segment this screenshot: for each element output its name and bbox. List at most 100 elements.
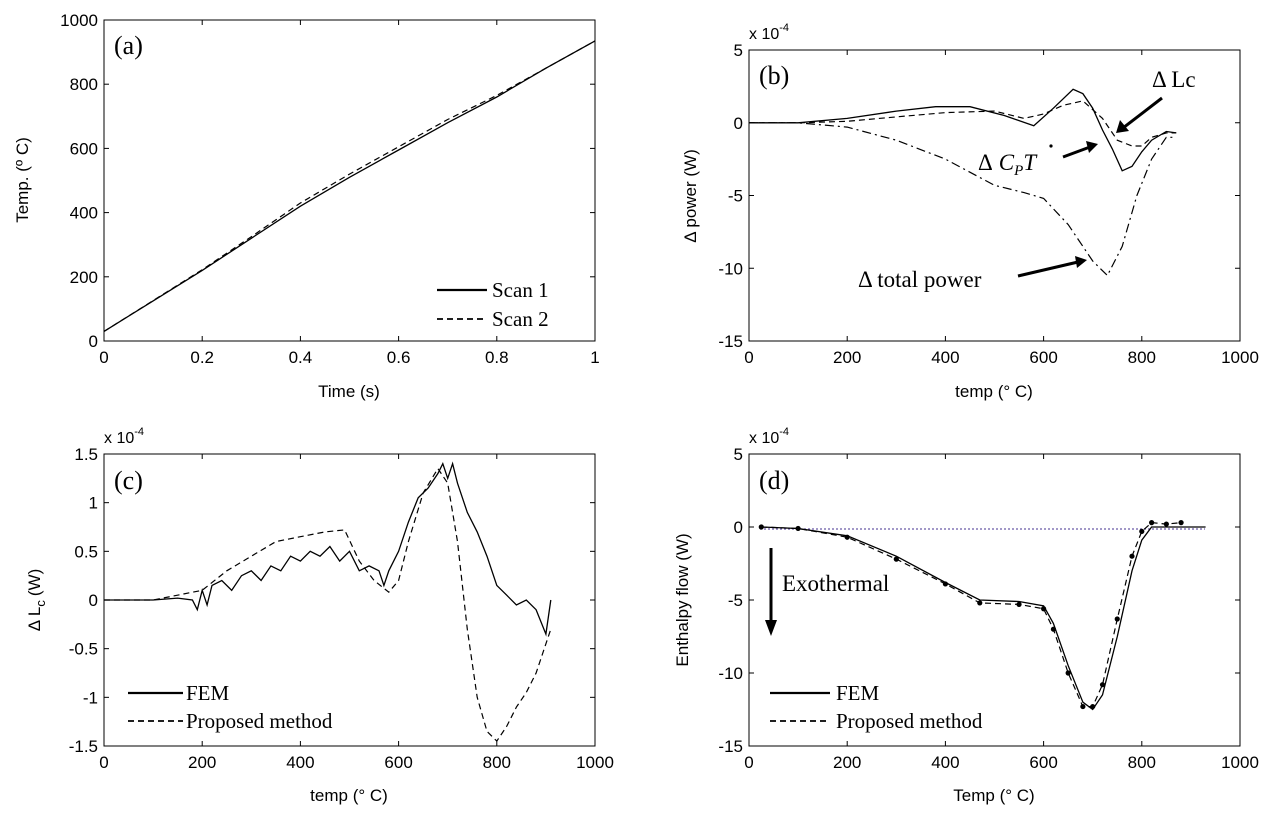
series-lines-c xyxy=(104,461,552,743)
y-tick-label-a-4: 800 xyxy=(70,75,98,94)
panel-a: (a) 0 0.2 0.4 0.6 0.8 1 0 200 400 600 800 1000 Tim… xyxy=(13,11,600,401)
arrow-head-delta-total xyxy=(1075,256,1087,268)
series-point-d-18 xyxy=(1178,520,1184,526)
series-line-c-1 xyxy=(104,467,552,743)
axes-box-c xyxy=(103,453,596,747)
series-point-d-15 xyxy=(1139,528,1145,534)
y-ticks-a: 0 200 400 600 800 1000 xyxy=(60,11,595,351)
x-axis-label-d: Temp (° C) xyxy=(953,786,1034,805)
axes-box-b xyxy=(748,49,1241,342)
y-ticks-b: -15 -10 -5 0 5 xyxy=(718,41,1240,351)
series-line-b-2 xyxy=(749,122,1177,277)
legend-label-proposed-c: Proposed method xyxy=(186,709,333,733)
series-point-d-7 xyxy=(1041,606,1047,612)
x-tick-label-d-5: 1000 xyxy=(1221,753,1259,772)
y-axis-label-d: Enthalpy flow (W) xyxy=(673,533,692,666)
x-tick-label-c-3: 600 xyxy=(384,753,412,772)
x-tick-label-a-1: 0.2 xyxy=(190,348,214,367)
x-tick-label-d-3: 600 xyxy=(1029,753,1057,772)
series-point-d-0 xyxy=(758,524,764,530)
y-tick-label-a-2: 400 xyxy=(70,204,98,223)
panel-label-b: (b) xyxy=(759,61,789,90)
panel-label-d: (d) xyxy=(759,466,789,495)
x-tick-label-a-2: 0.4 xyxy=(289,348,313,367)
legend-label-fem-c: FEM xyxy=(186,681,230,705)
series-point-d-8 xyxy=(1050,626,1057,632)
series-point-d-11 xyxy=(1090,703,1096,710)
x-axis-label-b: temp (° C) xyxy=(955,382,1033,401)
y-tick-label-d-4: 5 xyxy=(734,445,743,464)
x-tick-label-b-4: 800 xyxy=(1128,348,1156,367)
series-line-b-1 xyxy=(749,100,1177,147)
arrow-head-exothermal xyxy=(765,620,777,636)
multiplier-b: x 10-4 xyxy=(749,22,789,43)
axes-box-a xyxy=(103,19,596,342)
y-tick-label-b-1: -10 xyxy=(718,259,743,278)
arrow-delta-lc xyxy=(1122,96,1163,130)
series-point-d-6 xyxy=(1016,601,1022,607)
x-tick-label-c-2: 400 xyxy=(286,753,314,772)
x-tick-label-a-4: 0.8 xyxy=(485,348,509,367)
x-tick-label-a-3: 0.6 xyxy=(387,348,411,367)
panel-d: (d) x 10-4 0 200 400 600 800 1000 -15-10-505 … xyxy=(673,426,1259,805)
panel-label-a: (a) xyxy=(114,31,143,60)
arrow-delta-total xyxy=(1017,260,1079,278)
legend-c: FEM Proposed method xyxy=(128,681,333,733)
series-point-d-17 xyxy=(1163,521,1169,527)
annotation-delta-total: Δ total power xyxy=(858,267,982,292)
y-tick-label-c-4: 0.5 xyxy=(74,542,98,561)
x-tick-label-d-1: 200 xyxy=(833,753,861,772)
legend-a: Scan 1 Scan 2 xyxy=(437,278,549,331)
x-tick-label-b-0: 0 xyxy=(744,348,753,367)
series-line-b-0 xyxy=(749,88,1177,172)
x-tick-label-b-1: 200 xyxy=(833,348,861,367)
arrow-head-delta-cpt xyxy=(1086,141,1098,153)
x-tick-label-d-2: 400 xyxy=(931,753,959,772)
y-tick-label-b-4: 5 xyxy=(734,41,743,60)
annotation-exothermal: Exothermal xyxy=(782,571,889,596)
multiplier-c: x 10-4 xyxy=(104,426,144,447)
series-point-d-4 xyxy=(942,581,949,587)
arrow-delta-cpt xyxy=(1062,145,1091,159)
series-point-d-1 xyxy=(795,525,801,532)
legend-label-fem-d: FEM xyxy=(836,681,880,705)
y-tick-label-d-3: 0 xyxy=(734,518,743,537)
y-tick-label-c-0: -1.5 xyxy=(69,737,98,756)
arrow-head-delta-lc xyxy=(1116,120,1129,133)
y-tick-label-b-2: -5 xyxy=(728,187,743,206)
y-axis-label-b: Δ power (W) xyxy=(681,149,700,243)
legend-label-scan1: Scan 1 xyxy=(492,278,549,302)
legend-label-proposed-d: Proposed method xyxy=(836,709,983,733)
y-ticks-d: -15 -10 -5 0 5 xyxy=(718,445,1240,756)
y-tick-label-d-2: -5 xyxy=(728,591,743,610)
annotation-delta-lc: Δ Lc xyxy=(1152,67,1196,92)
y-tick-label-b-0: -15 xyxy=(718,332,743,351)
multiplier-d: x 10-4 xyxy=(749,426,789,447)
x-tick-label-a-0: 0 xyxy=(99,348,108,367)
series-point-d-2 xyxy=(844,534,850,540)
series-line-c-0 xyxy=(104,461,552,637)
y-tick-label-c-5: 1 xyxy=(89,494,98,513)
x-tick-label-d-0: 0 xyxy=(744,753,753,772)
series-point-d-10 xyxy=(1080,703,1086,710)
x-tick-label-d-4: 800 xyxy=(1128,753,1156,772)
y-tick-label-a-1: 200 xyxy=(70,268,98,287)
panel-b: (b) x 10-4 0 200 400 600 800 1000 -15-10-505 … xyxy=(681,22,1259,401)
y-tick-label-a-5: 1000 xyxy=(60,11,98,30)
series-point-d-5 xyxy=(977,600,983,606)
y-tick-label-d-1: -10 xyxy=(718,664,743,683)
x-tick-label-b-5: 1000 xyxy=(1221,348,1259,367)
series-point-d-3 xyxy=(893,556,899,562)
series-line-d-0 xyxy=(761,526,1206,711)
y-tick-label-c-6: 1.5 xyxy=(74,445,98,464)
x-tick-label-c-1: 200 xyxy=(188,753,216,772)
series-lines-a xyxy=(103,40,596,332)
x-tick-label-a-5: 1 xyxy=(590,348,599,367)
y-tick-label-a-3: 600 xyxy=(70,139,98,158)
series-line-a-1 xyxy=(103,40,596,332)
x-tick-label-c-5: 1000 xyxy=(576,753,614,772)
x-tick-label-c-4: 800 xyxy=(483,753,511,772)
x-axis-label-c: temp (° C) xyxy=(310,786,388,805)
x-tick-label-b-3: 600 xyxy=(1029,348,1057,367)
x-tick-label-b-2: 400 xyxy=(931,348,959,367)
